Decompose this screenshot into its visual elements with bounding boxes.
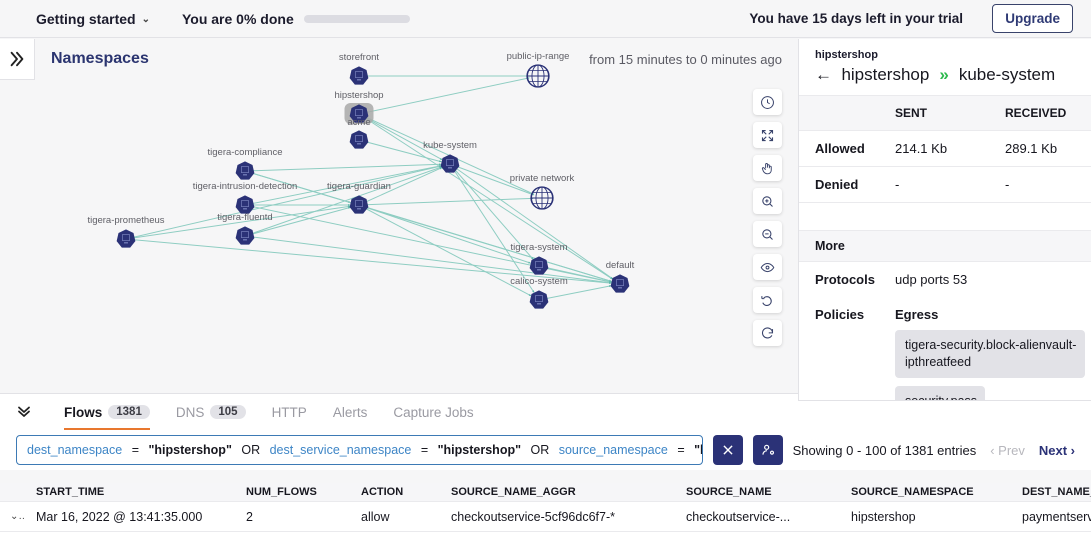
svg-text:tigera-prometheus: tigera-prometheus bbox=[87, 215, 164, 226]
svg-text:kube-system: kube-system bbox=[423, 140, 477, 151]
svg-text:tigera-compliance: tigera-compliance bbox=[208, 147, 283, 158]
svg-text:tigera-fluentd: tigera-fluentd bbox=[217, 212, 272, 223]
svg-text:private network: private network bbox=[510, 173, 575, 184]
svg-text:tigera-guardian: tigera-guardian bbox=[327, 181, 391, 192]
svg-text:calico-system: calico-system bbox=[510, 276, 568, 287]
svg-text:hipstershop: hipstershop bbox=[334, 90, 383, 101]
svg-text:acme: acme bbox=[347, 117, 370, 128]
svg-text:default: default bbox=[606, 260, 635, 271]
svg-text:tigera-intrusion-detection: tigera-intrusion-detection bbox=[193, 181, 298, 192]
svg-text:tigera-system: tigera-system bbox=[510, 242, 567, 253]
